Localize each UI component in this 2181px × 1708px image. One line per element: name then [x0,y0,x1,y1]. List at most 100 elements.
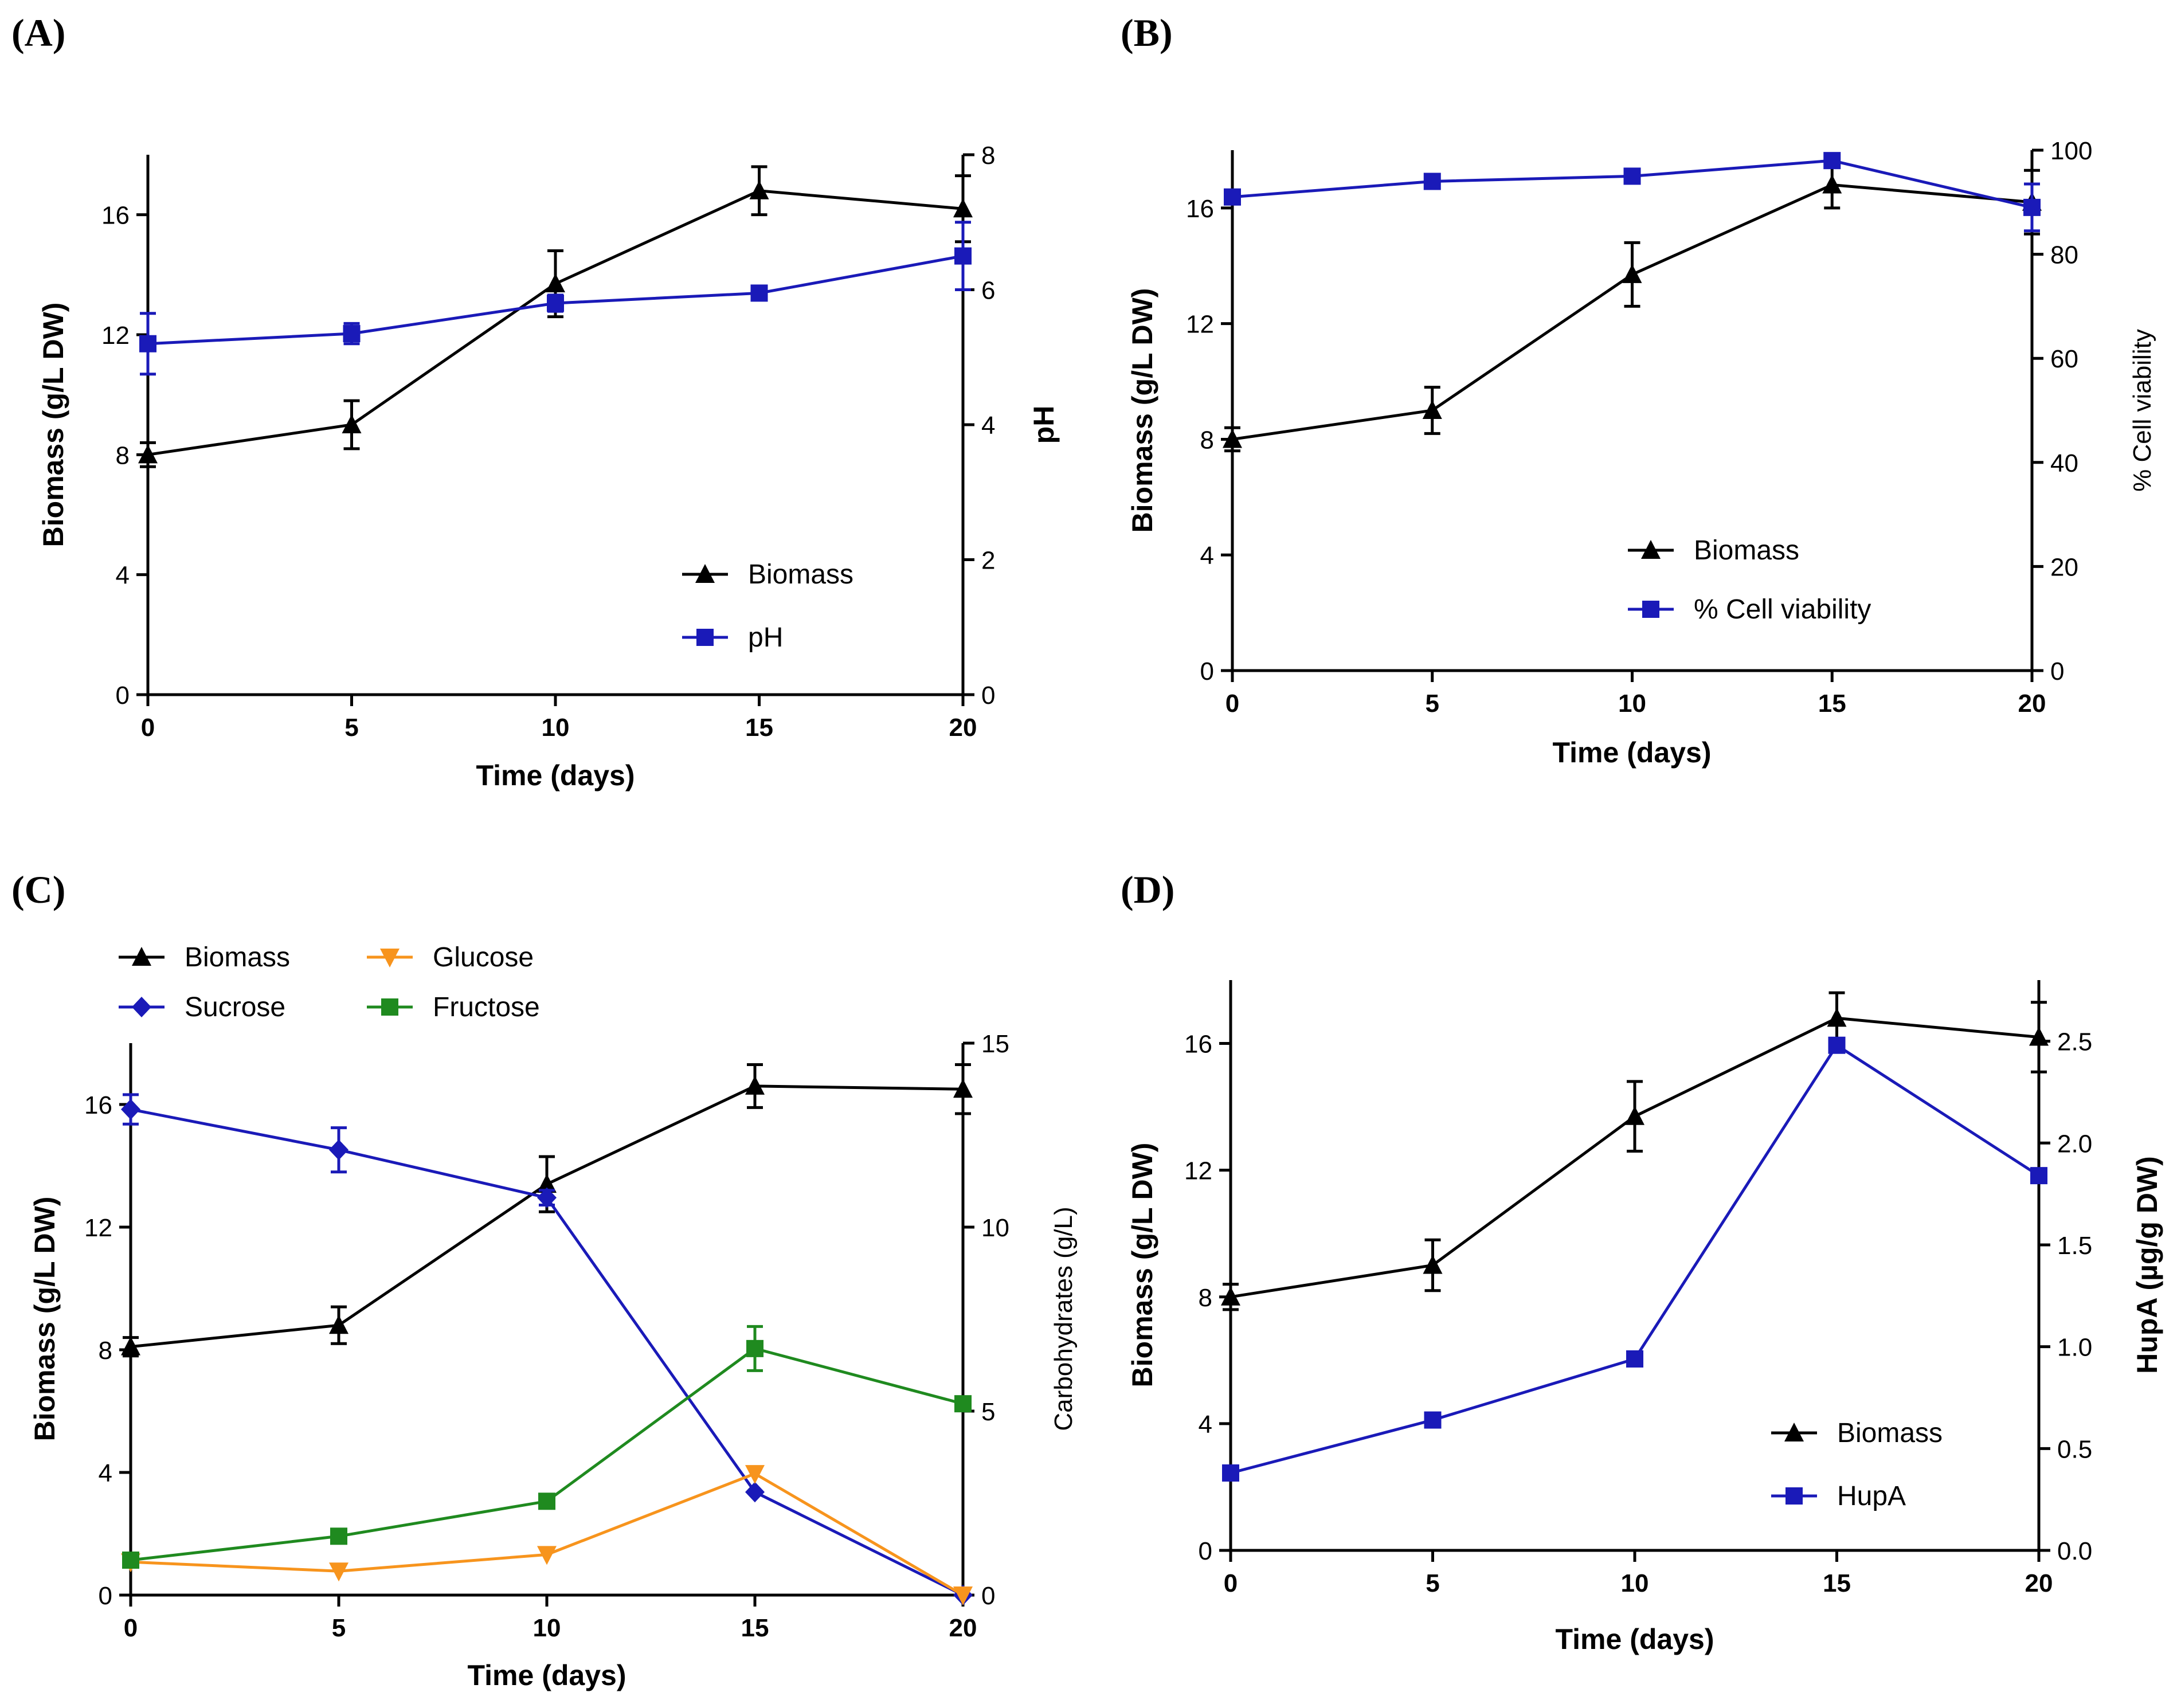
data-point [745,1482,765,1503]
legend: Biomass % Cell viability [1628,535,1871,625]
x-tick-label: 0 [124,1614,138,1642]
y2-tick-label: 2.5 [2057,1028,2092,1056]
y2-tick-label: 80 [2050,241,2078,269]
legend-marker [1642,601,1659,618]
legend-item: Biomass [1628,535,1799,566]
legend-marker [132,947,151,966]
y2-tick-label: 2 [981,547,995,575]
y2-tick-label: 5 [981,1398,995,1426]
y2-tick-label: 0 [981,1582,995,1610]
x-tick-label: 20 [949,714,977,742]
y-axis-title: Biomass (g/L DW) [37,303,69,547]
data-point [537,1546,557,1565]
data-point [1828,1036,1846,1054]
y2-tick-label: 0 [2050,657,2064,685]
panel-label: (D) [1121,868,1174,911]
series-ph [139,221,972,376]
data-point [537,1187,557,1208]
legend-item: pH [682,622,783,653]
data-point [1823,152,1841,170]
data-point [2030,1167,2047,1185]
data-point [953,1586,973,1605]
data-point [329,1315,349,1334]
legend-item: Biomass [1771,1418,1943,1448]
data-point [122,1552,139,1569]
data-point [954,1395,972,1413]
data-point [1222,1464,1239,1482]
y2-tick-label: 60 [2050,345,2078,373]
legend-label: Biomass [1837,1418,1943,1448]
x-tick-label: 20 [2018,690,2046,718]
y2-axis-title: HupA (µg/g DW) [2131,1156,2163,1374]
x-tick-label: 0 [1225,690,1239,718]
y2-axis-title: % Cell viability [2128,329,2156,492]
series-line [130,1347,964,1562]
panel-label: (C) [11,868,65,911]
legend-marker [1641,540,1661,559]
legend-marker [380,949,400,967]
data-point [329,1139,349,1161]
x-tick-label: 5 [344,714,358,742]
data-point [538,1492,555,1510]
series-hupa [1222,1036,2047,1482]
data-point [1224,188,1241,206]
data-point [1827,1008,1847,1027]
legend-label: Biomass [748,559,853,590]
data-point [746,1339,763,1357]
data-point [2023,198,2041,216]
y-tick-label: 8 [1200,426,1214,454]
x-tick-label: 5 [332,1614,346,1642]
y2-axis-title: Carbohydrates (g/L) [1050,1206,1078,1431]
data-point [750,284,768,302]
y-tick-label: 16 [84,1091,112,1119]
y2-tick-label: 8 [981,142,995,170]
y-tick-label: 4 [116,562,130,590]
y-tick-label: 0 [99,1582,112,1610]
x-tick-label: 15 [1818,690,1846,718]
y-axis-title: Biomass (g/L DW) [1126,288,1158,533]
y2-tick-label: 1.5 [2057,1232,2092,1260]
legend: Biomass HupA [1771,1418,1943,1511]
legend: Biomass pH [682,559,853,653]
x-axis-title: Time (days) [1556,1623,1714,1655]
data-point [749,180,769,199]
y2-tick-label: 10 [981,1214,1009,1242]
x-tick-label: 10 [533,1614,561,1642]
legend-item: HupA [1771,1481,1906,1511]
y2-tick-label: 0.5 [2057,1435,2092,1463]
legend-marker [381,998,398,1016]
data-point [138,444,158,464]
legend-label: Biomass [1694,535,1799,566]
legend-label: Fructose [433,992,540,1023]
legend-item: Biomass [682,559,853,590]
data-point [1221,1286,1240,1306]
legend-marker [696,629,714,646]
series-biomass [1223,160,2042,453]
data-point [953,198,973,218]
legend-marker [695,564,715,583]
data-point [537,1174,557,1193]
y-tick-label: 12 [1186,311,1214,339]
x-tick-label: 20 [949,1614,977,1642]
data-point [745,1075,765,1095]
legend-item: Fructose [367,992,540,1023]
y-tick-label: 0 [116,681,130,710]
series-biomass [1221,991,2049,1311]
series-line [1230,1016,2039,1299]
y2-tick-label: 40 [2050,449,2078,477]
data-point [139,335,156,352]
legend-marker [132,997,151,1017]
x-tick-label: 15 [745,714,773,742]
data-point [1423,1255,1443,1274]
data-point [121,1099,140,1120]
series-fructose [122,1325,972,1569]
panel-label: (B) [1121,11,1173,54]
y2-tick-label: 20 [2050,553,2078,581]
x-tick-label: 5 [1426,690,1439,718]
series-line [1232,183,2033,441]
y2-tick-label: 0 [981,681,995,710]
legend-label: Biomass [185,942,290,973]
data-point [1625,1106,1644,1125]
y2-tick-label: 100 [2050,137,2092,165]
y2-tick-label: 2.0 [2057,1130,2092,1158]
